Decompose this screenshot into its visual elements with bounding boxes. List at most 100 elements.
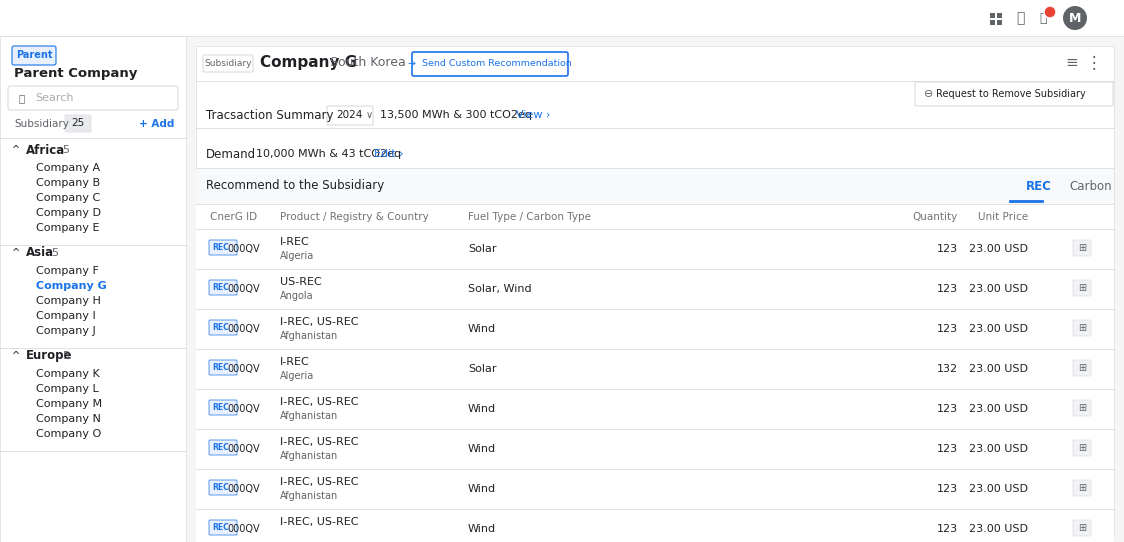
Text: 13,500 MWh & 300 tCO2eq: 13,500 MWh & 300 tCO2eq: [380, 110, 532, 120]
Text: 23.00 USD: 23.00 USD: [969, 524, 1028, 534]
Text: ⊞: ⊞: [1078, 523, 1086, 533]
Text: Company J: Company J: [36, 326, 96, 336]
Text: I-REC, US-REC: I-REC, US-REC: [280, 517, 359, 527]
Circle shape: [1044, 6, 1057, 18]
Text: + Add: + Add: [138, 119, 174, 129]
FancyBboxPatch shape: [209, 520, 237, 535]
Text: ^: ^: [12, 248, 20, 258]
Bar: [0, 0, 1124, 36]
Text: Afghanistan: Afghanistan: [280, 491, 338, 501]
Text: 22: 22: [1045, 9, 1054, 15]
Text: Solar: Solar: [468, 364, 497, 374]
Text: Product / Registry & Country: Product / Registry & Country: [280, 212, 428, 222]
Text: Edit ›: Edit ›: [374, 149, 404, 159]
Bar: [196, 429, 1114, 469]
Text: Europe: Europe: [26, 350, 73, 363]
Bar: [196, 169, 1114, 204]
Text: I-REC: I-REC: [280, 357, 310, 367]
Text: REC: REC: [1026, 179, 1052, 192]
Text: Algeria: Algeria: [280, 371, 315, 381]
FancyBboxPatch shape: [209, 480, 237, 495]
FancyBboxPatch shape: [1073, 520, 1091, 536]
FancyBboxPatch shape: [327, 106, 373, 125]
Text: REC: REC: [212, 523, 229, 532]
Text: Company H: Company H: [36, 296, 101, 306]
Text: 23.00 USD: 23.00 USD: [969, 284, 1028, 294]
Text: Solar, Wind: Solar, Wind: [468, 284, 532, 294]
Text: Company F: Company F: [36, 266, 99, 276]
FancyBboxPatch shape: [1073, 480, 1091, 496]
Bar: [196, 469, 1114, 509]
FancyBboxPatch shape: [209, 280, 237, 295]
Text: 5: 5: [62, 351, 69, 361]
Text: ≡: ≡: [1066, 55, 1078, 70]
Text: I-REC, US-REC: I-REC, US-REC: [280, 477, 359, 487]
Text: Demand: Demand: [206, 147, 256, 160]
Text: ⋮: ⋮: [1086, 54, 1103, 72]
Text: 10,000 MWh & 43 tCO2eq: 10,000 MWh & 43 tCO2eq: [256, 149, 401, 159]
Text: ⊞: ⊞: [1078, 363, 1086, 373]
Text: 123: 123: [937, 444, 958, 454]
Text: Wind: Wind: [468, 484, 496, 494]
Text: 123: 123: [937, 324, 958, 334]
Bar: [196, 309, 1114, 349]
Text: Company B: Company B: [36, 178, 100, 188]
Text: REC: REC: [212, 403, 229, 412]
Text: Company G: Company G: [260, 55, 357, 70]
FancyBboxPatch shape: [209, 440, 237, 455]
Bar: [196, 229, 1114, 269]
Bar: [0, 36, 185, 542]
Text: Company L: Company L: [36, 384, 99, 394]
FancyBboxPatch shape: [1073, 320, 1091, 336]
Text: ^: ^: [12, 351, 20, 361]
Text: REC: REC: [212, 323, 229, 332]
FancyBboxPatch shape: [209, 360, 237, 375]
Text: 23.00 USD: 23.00 USD: [969, 324, 1028, 334]
FancyBboxPatch shape: [1073, 400, 1091, 416]
Text: 🔍: 🔍: [19, 93, 25, 103]
Bar: [990, 13, 995, 18]
Text: Company O: Company O: [36, 429, 101, 439]
Text: Afghanistan: Afghanistan: [280, 331, 338, 341]
Bar: [196, 509, 1114, 542]
Text: REC: REC: [212, 363, 229, 372]
Text: ⊞: ⊞: [1078, 243, 1086, 253]
Text: 123: 123: [937, 404, 958, 414]
Text: ⊞: ⊞: [1078, 483, 1086, 493]
Text: South Korea: South Korea: [330, 56, 406, 69]
Text: Company E: Company E: [36, 223, 100, 233]
Text: 123: 123: [937, 244, 958, 254]
Text: Afghanistan: Afghanistan: [280, 451, 338, 461]
Text: Carbon: Carbon: [1069, 179, 1112, 192]
Text: View ›: View ›: [516, 110, 551, 120]
Text: 000QV: 000QV: [227, 284, 260, 294]
Text: Africa: Africa: [26, 144, 65, 157]
FancyBboxPatch shape: [1073, 240, 1091, 256]
Text: REC: REC: [212, 283, 229, 292]
Text: 000QV: 000QV: [227, 484, 260, 494]
Bar: [997, 13, 1001, 18]
Text: Company M: Company M: [36, 399, 102, 409]
FancyBboxPatch shape: [209, 240, 237, 255]
FancyBboxPatch shape: [915, 82, 1113, 106]
Bar: [196, 269, 1114, 309]
Text: Company I: Company I: [36, 311, 96, 321]
Text: ⊞: ⊞: [1078, 323, 1086, 333]
Text: Recommend to the Subsidiary: Recommend to the Subsidiary: [206, 179, 384, 192]
Text: Afghanistan: Afghanistan: [280, 411, 338, 421]
Text: Company A: Company A: [36, 163, 100, 173]
FancyBboxPatch shape: [1073, 440, 1091, 456]
Text: Algeria: Algeria: [280, 251, 315, 261]
Text: ⊞: ⊞: [1078, 283, 1086, 293]
Bar: [196, 46, 1114, 536]
Text: Company G: Company G: [36, 281, 107, 291]
Text: US-REC: US-REC: [280, 277, 321, 287]
Text: Parent Company: Parent Company: [13, 68, 137, 81]
Text: ⊖: ⊖: [924, 89, 933, 99]
Text: ⊞: ⊞: [1078, 443, 1086, 453]
Text: 23.00 USD: 23.00 USD: [969, 484, 1028, 494]
Text: Search: Search: [35, 93, 73, 103]
Text: 000QV: 000QV: [227, 404, 260, 414]
Text: Request to Remove Subsidiary: Request to Remove Subsidiary: [936, 89, 1086, 99]
Text: →  Send Custom Recommendation: → Send Custom Recommendation: [408, 60, 572, 68]
